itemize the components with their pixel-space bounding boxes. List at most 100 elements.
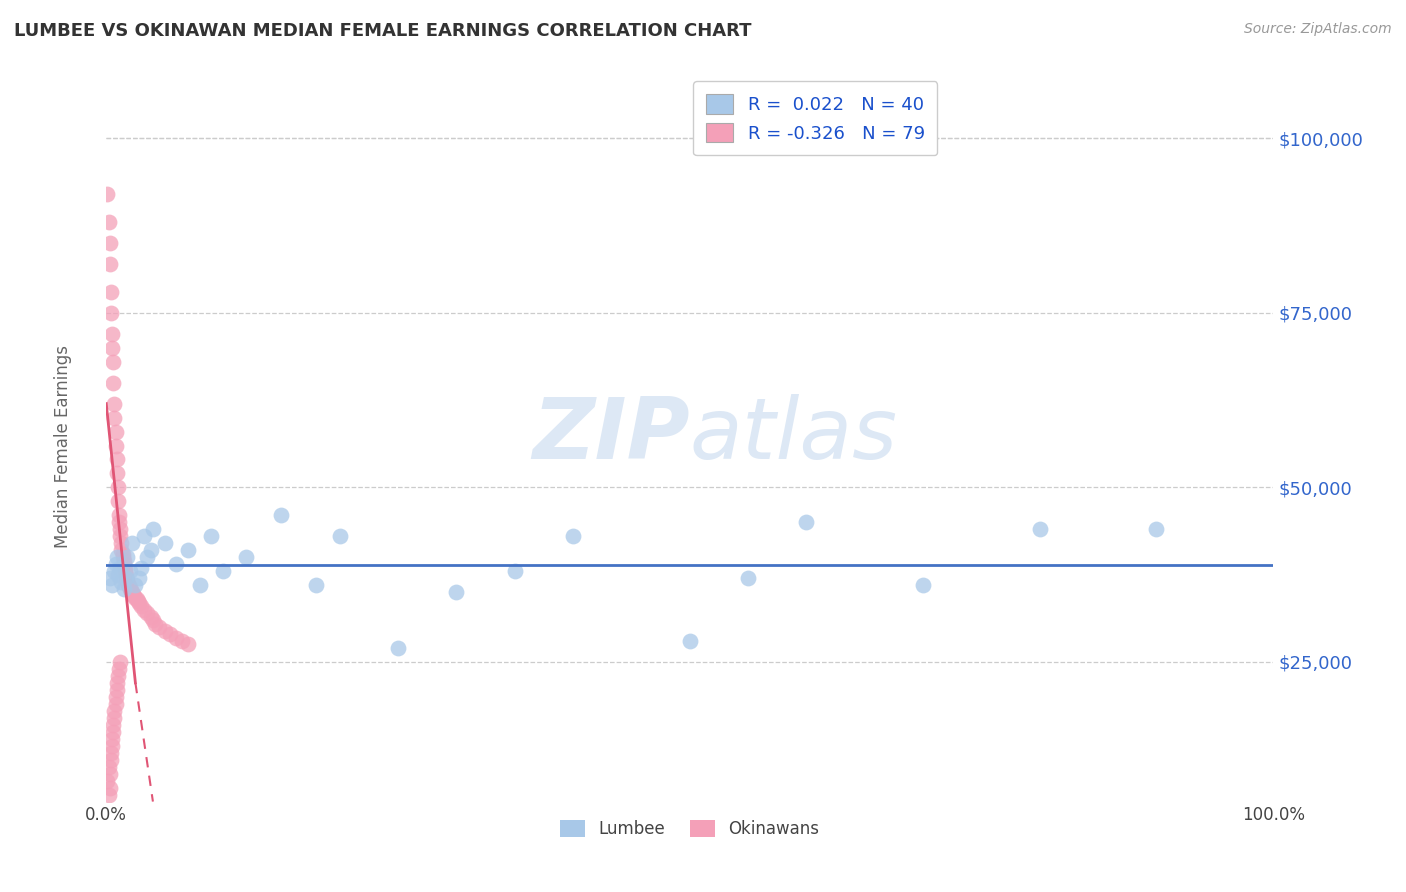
Point (139, 609, 162, 624)
Point (129, 599, 152, 613)
Point (1146, 522, 1168, 536)
Point (110, 543, 132, 558)
Text: atlas: atlas (690, 393, 897, 476)
Point (305, 578, 328, 592)
Point (108, 662, 131, 676)
Point (97, 759, 120, 773)
Point (142, 613, 165, 627)
Point (124, 591, 146, 605)
Point (122, 586, 145, 600)
Point (105, 676, 128, 690)
Point (105, 452, 128, 467)
Point (117, 576, 139, 591)
Point (104, 558, 127, 572)
Point (148, 620, 170, 634)
Point (562, 529, 585, 543)
Point (105, 550, 128, 565)
Point (103, 718, 125, 732)
Point (115, 574, 138, 589)
Point (112, 558, 135, 572)
Point (127, 593, 149, 607)
Point (103, 704, 125, 718)
Point (101, 731, 124, 746)
Point (110, 655, 132, 669)
Point (124, 578, 146, 592)
Point (796, 516, 818, 530)
Point (103, 376, 125, 390)
Point (153, 536, 176, 550)
Point (110, 560, 132, 574)
Point (115, 571, 138, 585)
Point (104, 425, 127, 439)
Point (103, 711, 125, 725)
Point (103, 397, 125, 411)
Point (128, 596, 150, 610)
Point (132, 529, 155, 543)
Point (142, 522, 165, 536)
Point (165, 558, 187, 572)
Point (110, 574, 132, 589)
Point (125, 592, 148, 607)
Point (172, 634, 194, 648)
Point (129, 560, 152, 574)
Point (128, 571, 150, 585)
Point (97, 215, 120, 229)
Text: LUMBEE VS OKINAWAN MEDIAN FEMALE EARNINGS CORRELATION CHART: LUMBEE VS OKINAWAN MEDIAN FEMALE EARNING… (14, 22, 752, 40)
Point (737, 571, 759, 585)
Point (120, 583, 142, 598)
Point (235, 550, 257, 565)
Point (98, 257, 121, 271)
Point (111, 550, 134, 565)
Point (108, 516, 131, 530)
Point (101, 578, 124, 592)
Point (446, 585, 468, 599)
Point (112, 554, 135, 568)
Point (108, 508, 131, 523)
Point (97, 788, 120, 802)
Point (121, 536, 143, 550)
Point (98, 235, 121, 250)
Point (177, 638, 200, 652)
Text: ZIP: ZIP (531, 393, 690, 476)
Point (132, 602, 155, 616)
Point (115, 567, 138, 582)
Point (96, 187, 118, 202)
Point (104, 438, 127, 452)
Point (103, 724, 125, 739)
Point (100, 746, 122, 760)
Point (329, 529, 352, 543)
Point (110, 536, 132, 550)
Point (101, 739, 124, 753)
Point (503, 564, 526, 578)
Point (104, 697, 127, 711)
Point (115, 573, 138, 587)
Point (115, 571, 138, 585)
Point (101, 326, 124, 341)
Point (100, 306, 122, 320)
Point (118, 582, 141, 596)
Point (98, 780, 121, 795)
Point (114, 560, 136, 574)
Point (122, 589, 145, 603)
Text: Source: ZipAtlas.com: Source: ZipAtlas.com (1244, 22, 1392, 37)
Point (188, 578, 211, 592)
Point (387, 640, 409, 655)
Point (107, 567, 129, 582)
Point (1029, 522, 1052, 536)
Point (112, 582, 135, 596)
Point (111, 547, 134, 561)
Point (103, 355, 125, 369)
Point (105, 682, 128, 697)
Point (101, 341, 124, 355)
Point (143, 616, 166, 631)
Point (107, 480, 129, 494)
Point (110, 529, 132, 543)
Point (100, 753, 122, 767)
Point (117, 578, 139, 592)
Point (107, 494, 129, 508)
Point (103, 564, 125, 578)
Point (200, 529, 222, 543)
Point (177, 543, 200, 558)
Point (679, 634, 702, 648)
Point (136, 606, 159, 620)
